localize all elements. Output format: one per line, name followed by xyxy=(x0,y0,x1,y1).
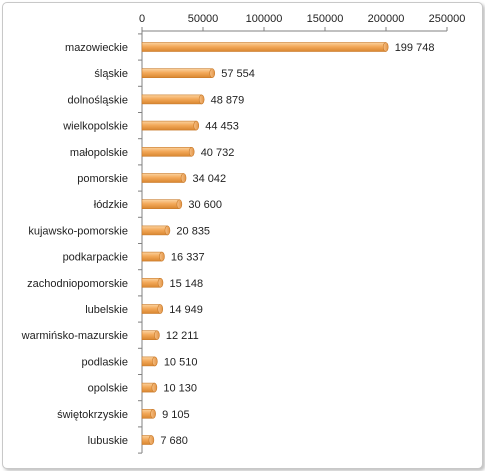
data-label: 34 042 xyxy=(193,173,227,185)
bar-cap xyxy=(209,68,216,78)
bar-body xyxy=(141,199,180,209)
bar-cap xyxy=(148,435,155,445)
data-label: 40 732 xyxy=(201,147,235,159)
category-label: małopolskie xyxy=(70,147,128,159)
category-label: łódzkie xyxy=(94,199,128,211)
data-label: 30 600 xyxy=(188,199,222,211)
bar-cap xyxy=(151,382,158,393)
bar-cap xyxy=(193,120,200,131)
bar-body xyxy=(141,42,386,52)
bar xyxy=(141,330,160,341)
bar-body xyxy=(141,225,168,236)
data-label: 15 148 xyxy=(169,278,203,290)
x-tick-label: 0 xyxy=(139,13,145,25)
data-label: 9 105 xyxy=(162,409,190,421)
data-label: 57 554 xyxy=(221,68,255,80)
category-label: lubuskie xyxy=(88,435,128,447)
bar xyxy=(141,251,165,262)
category-label: podlaskie xyxy=(82,356,128,368)
bar xyxy=(141,173,187,183)
category-label: świętokrzyskie xyxy=(57,409,128,421)
bar-cap xyxy=(157,277,164,288)
category-label: dolnośląskie xyxy=(67,94,128,106)
data-label: 44 453 xyxy=(205,121,239,133)
bar-cap xyxy=(176,199,183,209)
bar-cap xyxy=(382,42,389,52)
bar xyxy=(141,435,155,445)
category-label: wielkopolskie xyxy=(62,121,128,133)
category-label: warmińsko-mazurskie xyxy=(21,330,128,342)
x-tick-label: 150000 xyxy=(307,13,344,25)
data-label: 10 130 xyxy=(163,383,197,395)
bar-body xyxy=(141,173,184,183)
bar-cap xyxy=(159,251,165,262)
x-tick-label: 200000 xyxy=(368,13,405,25)
category-label: mazowieckie xyxy=(65,42,128,54)
category-label: lubelskie xyxy=(85,304,128,316)
data-label: 14 949 xyxy=(169,304,203,316)
bar xyxy=(141,382,158,393)
bar-cap xyxy=(152,356,158,367)
x-tick-label: 250000 xyxy=(429,13,466,25)
bar xyxy=(141,120,200,131)
bar-cap xyxy=(157,304,164,314)
x-tick-label: 100000 xyxy=(246,13,283,25)
bar-body xyxy=(141,68,213,78)
bar-body xyxy=(141,251,163,262)
bar xyxy=(141,304,164,314)
bar xyxy=(141,94,205,105)
data-label: 7 680 xyxy=(160,435,188,447)
bar-cap xyxy=(154,330,160,341)
bar-cap xyxy=(188,147,195,157)
category-label: kujawsko-pomorskie xyxy=(28,225,128,237)
bar xyxy=(141,225,171,236)
data-label: 12 211 xyxy=(166,330,199,342)
bar xyxy=(141,199,183,209)
category-label: podkarpackie xyxy=(63,252,128,264)
bar xyxy=(141,147,195,157)
bar-cap xyxy=(150,408,156,419)
bar-cap xyxy=(198,94,205,105)
bar xyxy=(141,68,216,78)
category-label: pomorskie xyxy=(77,173,128,185)
category-label: zachodniopomorskie xyxy=(27,278,128,290)
data-label: 48 879 xyxy=(211,94,245,106)
data-label: 10 510 xyxy=(164,356,198,368)
bar xyxy=(141,408,156,419)
bar xyxy=(141,356,158,367)
bar-cap xyxy=(180,173,187,183)
bar xyxy=(141,277,164,288)
bar-cap xyxy=(164,225,171,236)
x-tick-label: 50000 xyxy=(188,13,219,25)
bar-body xyxy=(141,147,192,157)
bar xyxy=(141,42,389,52)
category-label: opolskie xyxy=(88,383,128,395)
category-label: śląskie xyxy=(94,68,128,80)
data-label: 20 835 xyxy=(176,225,210,237)
data-label: 199 748 xyxy=(395,42,435,54)
data-label: 16 337 xyxy=(171,252,205,264)
bar-body xyxy=(141,94,202,105)
bar-body xyxy=(141,120,197,131)
